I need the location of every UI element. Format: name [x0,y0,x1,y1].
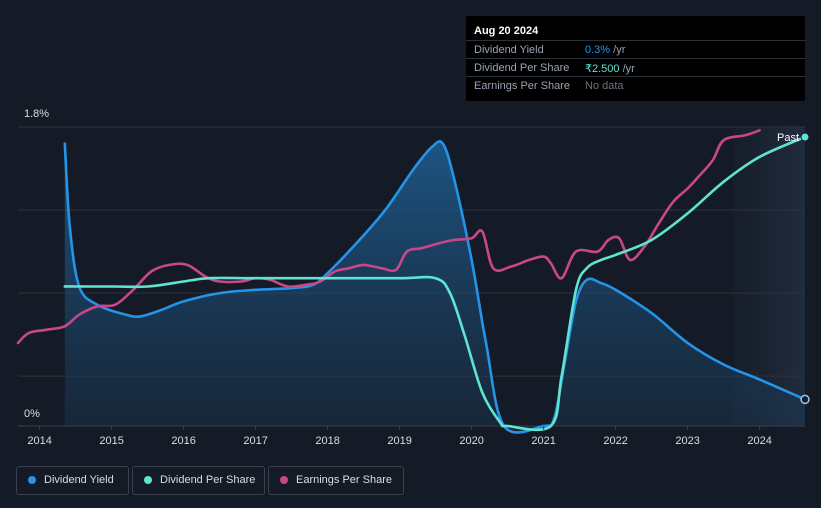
legend-earnings-per-share[interactable]: Earnings Per Share [268,466,404,495]
tooltip-row-dividend-yield: Dividend Yield 0.3% /yr [466,40,805,59]
x-tick-label: 2015 [99,435,123,447]
tooltip-label: Dividend Yield [474,44,544,56]
legend-label: Dividend Per Share [160,474,256,486]
legend-dividend-yield[interactable]: Dividend Yield [16,466,129,495]
tooltip-row-earnings-per-share: Earnings Per Share No data [466,76,805,95]
x-tick-label: 2024 [747,435,771,447]
tooltip-panel: Aug 20 2024 Dividend Yield 0.3% /yr Divi… [466,16,805,101]
tooltip-date: Aug 20 2024 [474,25,539,37]
dividend-per-share-line [63,135,807,432]
y-axis-min-label: 0% [24,408,40,420]
earnings-per-share-line [16,129,761,345]
tooltip-row-dividend-per-share: Dividend Per Share ₹2.500 /yr [466,58,805,77]
x-tick-label: 2021 [531,435,555,447]
legend-label: Earnings Per Share [296,474,392,486]
tooltip-value: No data [585,80,624,92]
tooltip-label: Earnings Per Share [474,80,570,92]
tooltip-label: Dividend Per Share [474,62,570,74]
x-tick-label: 2020 [459,435,483,447]
legend-dot-icon [144,476,152,484]
x-tick-label: 2019 [387,435,411,447]
x-tick-label: 2014 [27,435,51,447]
legend-label: Dividend Yield [44,474,114,486]
x-tick-label: 2023 [675,435,699,447]
x-tick-label: 2022 [603,435,627,447]
dividend-yield-area [64,141,806,433]
x-tick-label: 2018 [315,435,339,447]
tooltip-value: ₹2.500 /yr [585,63,635,75]
legend-dot-icon [280,476,288,484]
dividend-yield-end-marker [800,394,810,405]
legend-dot-icon [28,476,36,484]
x-tick-label: 2016 [171,435,195,447]
legend-dividend-per-share[interactable]: Dividend Per Share [132,466,265,495]
x-tick-label: 2017 [243,435,267,447]
tooltip-value: 0.3% /yr [585,44,626,56]
y-axis-max-label: 1.8% [24,108,50,120]
x-axis: 2014 2015 2016 2017 2018 2019 2020 2021 2022 2023… [27,426,772,447]
dividend-per-share-end-marker [800,132,810,142]
dividend-yield-line [63,140,807,434]
past-label: Past [777,132,799,144]
